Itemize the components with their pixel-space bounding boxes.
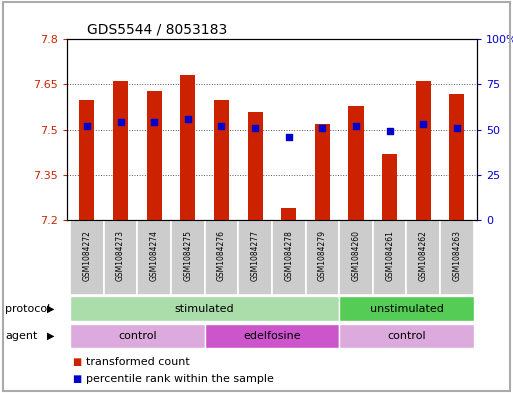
Text: ▶: ▶ bbox=[47, 331, 55, 341]
Text: GSM1084261: GSM1084261 bbox=[385, 230, 394, 281]
Bar bbox=[205, 324, 339, 348]
Bar bbox=[406, 220, 440, 295]
Point bbox=[251, 125, 259, 131]
Point bbox=[285, 134, 293, 140]
Bar bbox=[416, 81, 431, 220]
Bar bbox=[171, 220, 205, 295]
Bar bbox=[339, 220, 373, 295]
Bar bbox=[348, 106, 364, 220]
Text: ▶: ▶ bbox=[47, 303, 55, 314]
Point bbox=[116, 119, 125, 126]
Text: GDS5544 / 8053183: GDS5544 / 8053183 bbox=[87, 23, 227, 37]
Bar bbox=[281, 208, 297, 220]
Bar bbox=[315, 124, 330, 220]
Text: GSM1084273: GSM1084273 bbox=[116, 230, 125, 281]
Bar bbox=[80, 99, 94, 220]
Bar bbox=[147, 90, 162, 220]
Text: percentile rank within the sample: percentile rank within the sample bbox=[86, 374, 274, 384]
Point bbox=[386, 129, 394, 135]
Text: ■: ■ bbox=[72, 374, 81, 384]
Point bbox=[150, 119, 158, 126]
Bar bbox=[373, 220, 406, 295]
Bar bbox=[113, 81, 128, 220]
Bar bbox=[70, 296, 339, 321]
Point bbox=[184, 116, 192, 122]
Bar bbox=[104, 220, 137, 295]
Bar bbox=[137, 220, 171, 295]
Text: control: control bbox=[387, 331, 426, 341]
Point bbox=[83, 123, 91, 129]
Text: GSM1084260: GSM1084260 bbox=[351, 230, 361, 281]
Bar bbox=[272, 220, 306, 295]
Text: agent: agent bbox=[5, 331, 37, 341]
Text: unstimulated: unstimulated bbox=[369, 303, 443, 314]
Text: stimulated: stimulated bbox=[175, 303, 234, 314]
Text: GSM1084274: GSM1084274 bbox=[150, 230, 159, 281]
Bar bbox=[440, 220, 473, 295]
Text: edelfosine: edelfosine bbox=[243, 331, 301, 341]
Text: GSM1084262: GSM1084262 bbox=[419, 230, 428, 281]
Point bbox=[453, 125, 461, 131]
Point bbox=[318, 125, 326, 131]
Bar bbox=[70, 220, 104, 295]
Text: ■: ■ bbox=[72, 356, 81, 367]
Text: GSM1084276: GSM1084276 bbox=[217, 230, 226, 281]
Bar bbox=[205, 220, 238, 295]
Text: GSM1084277: GSM1084277 bbox=[250, 230, 260, 281]
Text: transformed count: transformed count bbox=[86, 356, 190, 367]
Point bbox=[218, 123, 226, 129]
Bar bbox=[247, 112, 263, 220]
Bar bbox=[306, 220, 339, 295]
Text: protocol: protocol bbox=[5, 303, 50, 314]
Bar bbox=[214, 99, 229, 220]
Bar bbox=[238, 220, 272, 295]
Point bbox=[352, 123, 360, 129]
Text: GSM1084263: GSM1084263 bbox=[452, 230, 461, 281]
Bar bbox=[449, 94, 464, 220]
Point bbox=[419, 121, 427, 127]
Bar bbox=[180, 75, 195, 220]
Text: GSM1084278: GSM1084278 bbox=[284, 230, 293, 281]
Bar bbox=[339, 324, 473, 348]
Bar bbox=[339, 296, 473, 321]
Bar bbox=[382, 154, 397, 220]
Bar bbox=[70, 324, 205, 348]
Text: GSM1084279: GSM1084279 bbox=[318, 230, 327, 281]
Text: GSM1084272: GSM1084272 bbox=[83, 230, 91, 281]
Text: control: control bbox=[118, 331, 156, 341]
Text: GSM1084275: GSM1084275 bbox=[183, 230, 192, 281]
